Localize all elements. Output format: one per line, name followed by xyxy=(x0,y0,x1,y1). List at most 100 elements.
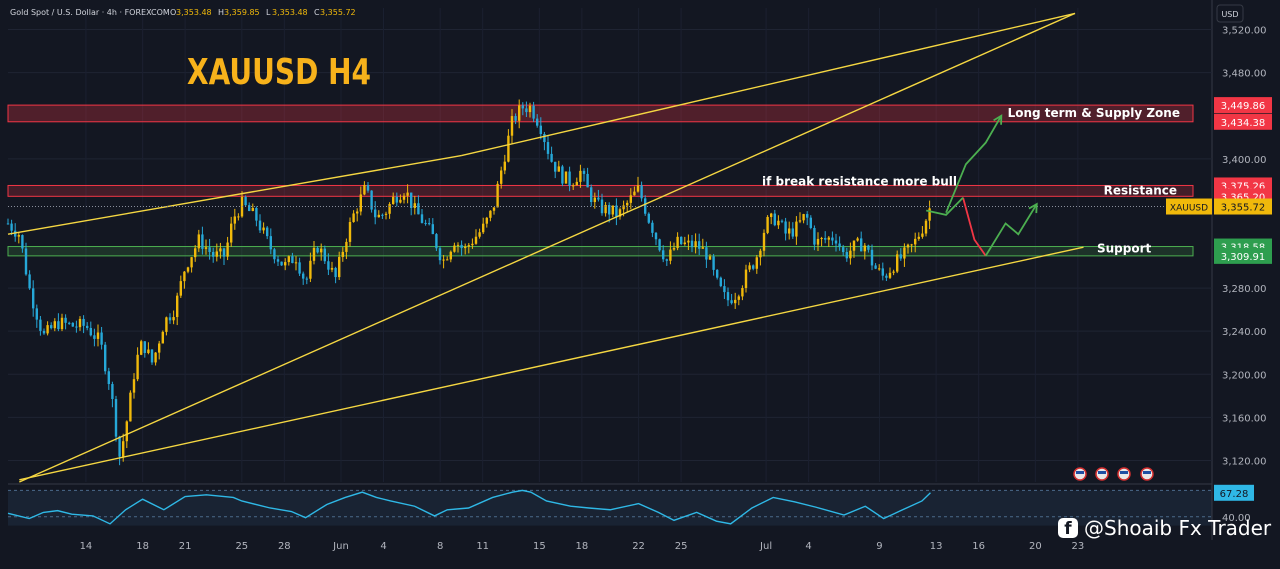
candle-bull xyxy=(219,248,222,252)
candle-bear xyxy=(640,185,643,199)
candle-bear xyxy=(374,209,377,218)
rsi-value-label: 67.28 xyxy=(1220,489,1249,500)
candle-bull xyxy=(384,213,388,215)
candle-bull xyxy=(701,247,704,249)
time-tick-label: 21 xyxy=(179,541,192,552)
candle-bull xyxy=(759,250,762,258)
candle-bull xyxy=(852,240,856,251)
candle-bull xyxy=(572,185,575,187)
candle-bear xyxy=(899,254,902,259)
ohlc-key: C xyxy=(314,8,320,17)
currency-button[interactable]: USD xyxy=(1216,4,1244,23)
symbol-tag-label: XAUUSD xyxy=(1170,204,1208,214)
candle-bull xyxy=(399,199,402,203)
flag-stripe xyxy=(1076,471,1084,474)
candle-bear xyxy=(752,265,755,269)
candle-bear xyxy=(107,371,110,385)
candle-bull xyxy=(672,248,676,250)
candle-bear xyxy=(222,248,226,257)
candle-bull xyxy=(903,247,906,259)
candle-bull xyxy=(863,245,866,252)
ohlc-value: 3,353.48 xyxy=(176,8,212,17)
candle-bear xyxy=(608,205,611,215)
candle-bull xyxy=(226,242,229,257)
projection-arrowhead xyxy=(993,114,1003,125)
candle-bull xyxy=(741,288,744,297)
price-tick-label: 3,240.00 xyxy=(1222,327,1267,338)
candle-bull xyxy=(906,244,910,248)
time-tick-label: 15 xyxy=(533,541,546,552)
candle-bull xyxy=(618,209,622,217)
current-price-badge xyxy=(1214,198,1272,215)
candle-bull xyxy=(888,272,892,278)
candle-bull xyxy=(345,241,348,252)
candle-bear xyxy=(35,308,38,320)
candle-bull xyxy=(474,236,478,244)
supply-zone-label: Long term & Supply Zone xyxy=(1008,106,1180,120)
candle-bear xyxy=(834,240,838,244)
candle-bull xyxy=(194,248,197,258)
rsi-level-label: 40.00 xyxy=(1222,513,1251,524)
flag-stripe xyxy=(1098,471,1106,474)
resistance-low-badge-label: 3,365.20 xyxy=(1221,192,1266,203)
candle-bull xyxy=(557,166,560,172)
candle-bull xyxy=(878,268,881,270)
candle-bull xyxy=(348,222,352,242)
candle-bull xyxy=(287,256,290,263)
channel-line-mid xyxy=(461,12,1076,157)
candle-bear xyxy=(824,238,827,240)
candle-bear xyxy=(730,300,733,304)
candle-bear xyxy=(114,399,118,437)
candle-bear xyxy=(370,190,373,210)
candle-bear xyxy=(561,166,564,184)
candle-bull xyxy=(734,299,737,304)
candle-bull xyxy=(388,204,391,214)
candle-bull xyxy=(78,318,82,328)
price-tick-label: 3,400.00 xyxy=(1222,155,1267,166)
candle-bull xyxy=(579,170,582,182)
candle-bear xyxy=(273,249,276,260)
candle-bear xyxy=(21,235,24,249)
facebook-icon xyxy=(1058,518,1078,538)
chart-title: XAUUSD H4 xyxy=(187,52,371,93)
candle-bull xyxy=(914,238,917,245)
candle-bull xyxy=(593,197,596,203)
supply-low-badge xyxy=(1214,113,1272,130)
candle-bull xyxy=(683,242,686,245)
candle-bull xyxy=(132,379,136,393)
candle-bull xyxy=(636,185,640,192)
candle-bull xyxy=(921,233,924,237)
time-tick-label: 16 xyxy=(972,541,985,552)
candle-bear xyxy=(698,241,701,249)
candle-bull xyxy=(856,238,859,241)
candle-bear xyxy=(690,240,694,248)
candle-bear xyxy=(665,259,668,261)
candle-bull xyxy=(183,271,186,282)
candle-bear xyxy=(554,161,557,172)
candle-bull xyxy=(413,203,416,208)
candle-bull xyxy=(251,208,254,211)
candle-bull xyxy=(924,220,928,234)
candle-bull xyxy=(687,240,690,243)
candle-bull xyxy=(802,214,805,221)
projection-green-path xyxy=(926,196,964,216)
candle-bull xyxy=(892,271,895,273)
candle-bull xyxy=(467,245,470,247)
candle-bear xyxy=(417,203,420,215)
candle-bear xyxy=(32,288,35,309)
candle-bear xyxy=(536,118,539,126)
candle-bull xyxy=(755,257,758,269)
candle-bull xyxy=(485,217,488,224)
candle-bear xyxy=(514,116,517,121)
candle-bear xyxy=(82,318,85,326)
candle-bear xyxy=(244,196,247,206)
candle-bear xyxy=(597,197,600,200)
candle-bear xyxy=(305,278,308,280)
time-tick-label: Jun xyxy=(332,541,349,552)
candle-bear xyxy=(366,184,370,191)
watermark-text: @Shoaib Fx Trader xyxy=(1084,516,1272,540)
candle-bull xyxy=(694,241,697,248)
support-low-badge xyxy=(1214,247,1272,264)
candle-bear xyxy=(316,247,319,253)
